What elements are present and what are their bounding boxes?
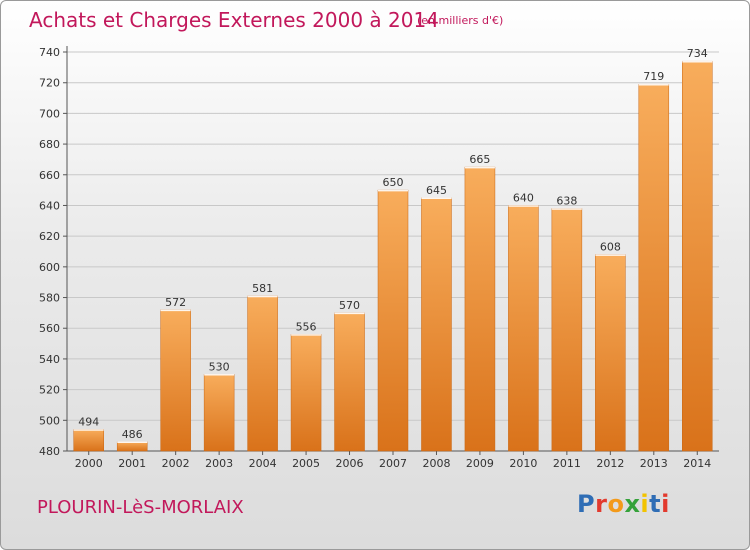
x-tick-label: 2001 [118,457,146,470]
y-tick-label: 620 [39,230,60,243]
data-label: 581 [252,282,273,295]
x-tick-label: 2013 [640,457,668,470]
logo-letter: P [577,490,596,518]
logo-letter: o [607,490,625,518]
x-tick-label: 2008 [422,457,450,470]
data-label: 556 [296,320,317,333]
y-tick-label: 640 [39,199,60,212]
data-label: 650 [383,176,404,189]
data-label: 486 [122,428,143,441]
bar [247,295,278,452]
x-tick-label: 2014 [683,457,711,470]
logo-letter: i [661,490,670,518]
x-tick-label: 2010 [509,457,537,470]
bar [682,60,713,452]
proxiti-logo: Proxiti [577,490,670,518]
y-tick-label: 600 [39,261,60,274]
x-tick-label: 2011 [553,457,581,470]
data-label: 530 [209,360,230,373]
y-tick-label: 500 [39,414,60,427]
data-label: 645 [426,184,447,197]
tick-labels: 480 500 520 540 560 580 600 620 640 660 680 700 720 7… [39,46,711,470]
bar [160,309,191,452]
y-tick-label: 520 [39,384,60,397]
data-label: 665 [469,153,490,166]
bar [334,312,365,452]
logo-letter: r [595,490,608,518]
y-tick-label: 480 [39,445,60,458]
bar [203,374,235,452]
data-label: 640 [513,191,534,204]
y-tick-label: 660 [39,169,60,182]
bar [421,197,452,452]
data-label: 608 [600,241,621,254]
commune-name: PLOURIN-LèS-MORLAIX [37,497,244,518]
x-tick-label: 2009 [466,457,494,470]
x-tick-label: 2000 [75,457,103,470]
x-tick-label: 2012 [596,457,624,470]
y-tick-label: 680 [39,138,60,151]
x-tick-label: 2002 [162,457,190,470]
y-tick-label: 580 [39,292,60,305]
x-tick-label: 2004 [249,457,277,470]
chart-subtitle: (en milliers d'€) [417,14,504,27]
x-tick-label: 2003 [205,457,233,470]
bar [508,205,539,452]
data-label: 719 [643,70,664,83]
data-label: 570 [339,299,360,312]
bar [551,208,583,452]
y-tick-label: 740 [39,46,60,59]
bar [73,429,104,452]
data-label: 494 [78,416,99,429]
x-tick-label: 2005 [292,457,320,470]
data-label: 734 [687,47,708,60]
y-tick-label: 540 [39,353,60,366]
logo-letter: x [624,490,641,518]
bar [116,441,148,452]
bar [595,254,626,452]
y-tick-label: 700 [39,107,60,120]
bar [638,83,670,452]
logo-letter: i [640,490,650,518]
data-labels: 494 486 572 530 581 556 570 650 645 665 640 638 608 7… [78,47,708,441]
bar [377,189,409,452]
y-tick-label: 720 [39,77,60,90]
bars [73,60,713,452]
chart-title: Achats et Charges Externes 2000 à 2014 [29,8,439,32]
x-tick-label: 2006 [336,457,364,470]
bar [464,166,496,452]
y-tick-label: 560 [39,322,60,335]
data-label: 572 [165,296,186,309]
bar [290,334,322,452]
x-tick-label: 2007 [379,457,407,470]
data-label: 638 [556,195,577,208]
logo-letter: t [649,490,662,518]
